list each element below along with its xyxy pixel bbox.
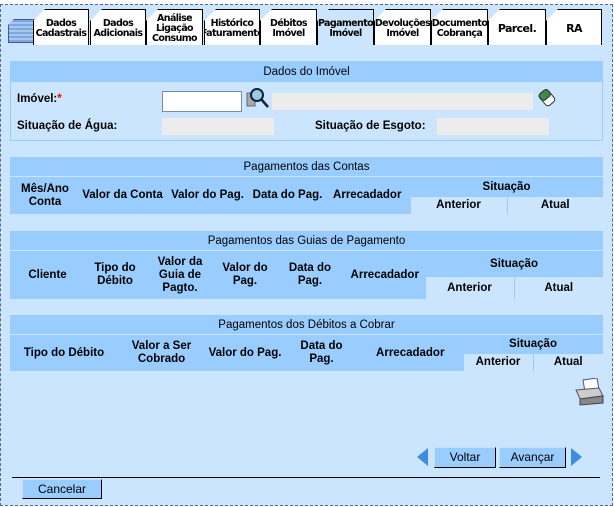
- tab-devolucoes-imovel[interactable]: Devoluções Imóvel: [374, 9, 431, 45]
- tab-parcel[interactable]: Parcel.: [488, 9, 546, 45]
- col-valor-pag: Valor do Pag.: [208, 346, 282, 359]
- printer-icon[interactable]: [573, 377, 605, 406]
- tab-ra[interactable]: RA: [546, 9, 602, 45]
- col-situacao: Situação: [509, 338, 557, 350]
- col-valor-conta: Valor da Conta: [82, 189, 163, 201]
- col-arrecadador: Arrecadador: [333, 189, 402, 201]
- section-title: Pagamentos das Guias de Pagamento: [10, 231, 603, 251]
- col-situacao: Situação: [490, 257, 538, 270]
- back-arrow-icon[interactable]: [417, 448, 428, 466]
- pagamentos-guias-section: Pagamentos das Guias de Pagamento Client…: [10, 231, 603, 299]
- col-valor-pag: Valor do Pag.: [222, 262, 268, 287]
- section-title: Pagamentos dos Débitos a Cobrar: [10, 315, 603, 335]
- col-data-pag: Data do Pag.: [288, 262, 332, 287]
- forward-arrow-icon[interactable]: [571, 448, 582, 466]
- col-cliente: Cliente: [28, 268, 67, 281]
- folder-icon: [8, 19, 36, 43]
- col-data-pag: Data do Pag.: [252, 189, 323, 201]
- col-tipo-debito: Tipo do Débito: [23, 346, 105, 359]
- col-valor-guia: Valor da Guia de Pagto.: [157, 255, 203, 294]
- situacao-agua-field: [162, 118, 274, 135]
- guias-table: Cliente Tipo do Débito Valor da Guia de …: [10, 251, 603, 299]
- col-atual: Atual: [506, 197, 603, 214]
- imovel-label: Imóvel:*: [17, 93, 62, 105]
- col-arrecadador: Arrecadador: [350, 268, 419, 281]
- col-tipo-debito: Tipo do Débito: [94, 262, 136, 287]
- col-valor-cobrado: Valor a Ser Cobrado: [131, 340, 192, 365]
- eraser-icon[interactable]: [537, 87, 557, 107]
- contas-table: Mês/Ano Conta Valor da Conta Valor do Pa…: [10, 177, 603, 214]
- col-atual: Atual: [513, 277, 603, 299]
- tab-historico-faturamento[interactable]: Histórico Faturamento: [204, 9, 260, 45]
- tab-dados-cadastrais[interactable]: Dados Cadastrais: [33, 9, 89, 45]
- col-anterior: Anterior: [409, 197, 507, 214]
- imovel-description-field: [272, 93, 533, 110]
- situacao-esgoto-label: Situação de Esgoto:: [315, 120, 426, 132]
- tab-dados-adicionais[interactable]: Dados Adicionais: [90, 9, 146, 45]
- col-situacao: Situação: [482, 180, 531, 193]
- col-atual: Atual: [532, 354, 603, 371]
- voltar-button[interactable]: Voltar: [434, 447, 496, 468]
- situacao-agua-label: Situação de Água:: [17, 120, 118, 132]
- avancar-button[interactable]: Avançar: [499, 447, 566, 468]
- cancelar-button[interactable]: Cancelar: [22, 479, 102, 499]
- col-anterior: Anterior: [462, 354, 533, 371]
- situacao-esgoto-field: [437, 118, 549, 135]
- col-mes-ano: Mês/Ano Conta: [21, 182, 69, 208]
- search-icon[interactable]: [246, 87, 270, 109]
- col-arrecadador: Arrecadador: [376, 346, 445, 359]
- col-data-pag: Data do Pag.: [300, 340, 343, 365]
- pagamentos-contas-section: Pagamentos das Contas Mês/Ano Conta Valo…: [10, 157, 603, 214]
- tab-debitos-imovel[interactable]: Débitos Imóvel: [260, 9, 317, 45]
- tab-pagamento-imovel[interactable]: Pagamento Imóvel: [317, 9, 374, 45]
- pagamentos-debitos-section: Pagamentos dos Débitos a Cobrar Tipo do …: [10, 315, 603, 371]
- tab-documento-cobranca[interactable]: Documento Cobrança: [431, 9, 488, 45]
- imovel-input[interactable]: [162, 91, 242, 112]
- section-title: Pagamentos das Contas: [10, 157, 603, 177]
- divider: [12, 477, 600, 478]
- col-valor-pag: Valor do Pag.: [171, 189, 244, 201]
- col-anterior: Anterior: [424, 277, 514, 299]
- tab-analise-ligacao-consumo[interactable]: Análise Ligação Consumo: [146, 9, 203, 45]
- debitos-table: Tipo do Débito Valor a Ser Cobrado Valor…: [10, 335, 603, 371]
- tab-bar: Dados Cadastrais Dados Adicionais Anális…: [1, 5, 612, 45]
- section-title: Dados do Imóvel: [11, 62, 602, 82]
